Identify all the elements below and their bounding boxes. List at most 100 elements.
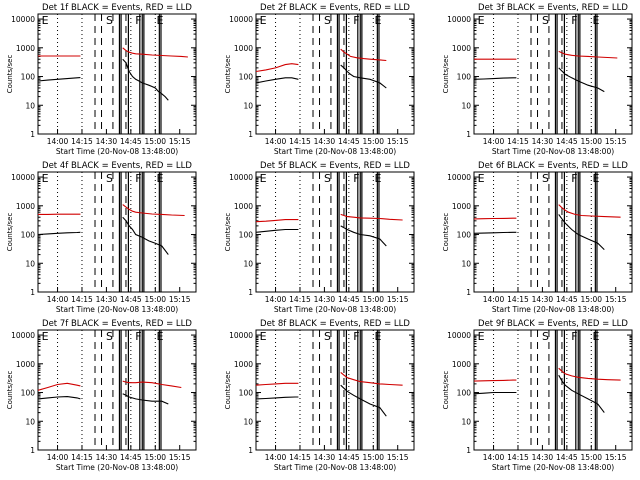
x-tick-label: 14:00: [265, 137, 287, 146]
region-label: F: [135, 14, 141, 27]
x-tick-label: 15:00: [580, 137, 602, 146]
events-series-line: [122, 393, 169, 405]
x-tick-label: 15:00: [580, 453, 602, 462]
region-label: E: [478, 172, 485, 185]
y-tick-label: 100: [239, 231, 254, 240]
region-label: E: [374, 330, 381, 343]
x-axis-title: Start Time (20-Nov-08 13:48:00): [56, 305, 178, 314]
y-tick-label: 1: [30, 288, 35, 297]
region-label: E: [260, 14, 267, 27]
y-tick-label: 1000: [452, 202, 471, 211]
plot-frame: [255, 171, 415, 293]
plot-frame: [473, 329, 633, 451]
y-tick-label: 100: [457, 389, 472, 398]
y-tick-label: 10: [461, 101, 471, 110]
x-tick-label: 15:00: [362, 295, 384, 304]
region-label: F: [135, 172, 141, 185]
lld-series-line: [255, 63, 299, 73]
y-tick-label: 10000: [11, 15, 35, 24]
y-axis-title: Counts/sec: [442, 55, 450, 94]
lld-series-line: [473, 379, 517, 382]
x-tick-label: 15:15: [169, 453, 191, 462]
region-label: S: [324, 330, 331, 343]
lld-series-line: [37, 382, 81, 391]
x-tick-label: 15:00: [362, 453, 384, 462]
lld-series-line: [255, 382, 299, 386]
region-label: F: [571, 172, 577, 185]
x-axis-title: Start Time (20-Nov-08 13:48:00): [56, 147, 178, 156]
x-tick-label: 14:30: [532, 137, 554, 146]
plot-frame: [255, 13, 415, 135]
x-tick-label: 14:30: [314, 137, 336, 146]
y-tick-label: 10000: [447, 173, 471, 182]
region-label: F: [571, 14, 577, 27]
region-label: E: [478, 14, 485, 27]
y-tick-label: 1000: [234, 202, 253, 211]
x-tick-label: 14:15: [289, 453, 311, 462]
region-label: S: [106, 330, 113, 343]
lld-series-line: [340, 213, 403, 221]
x-axis-title: Start Time (20-Nov-08 13:48:00): [56, 463, 178, 472]
x-tick-label: 15:15: [169, 295, 191, 304]
region-label: S: [106, 14, 113, 27]
x-tick-label: 14:00: [483, 137, 505, 146]
x-tick-label: 14:30: [314, 453, 336, 462]
y-axis-title: Counts/sec: [224, 213, 232, 252]
x-tick-label: 14:15: [71, 453, 93, 462]
x-tick-label: 14:45: [120, 453, 142, 462]
y-tick-label: 10000: [229, 15, 253, 24]
region-label: E: [156, 14, 163, 27]
y-tick-label: 10: [461, 417, 471, 426]
x-axis-title: Start Time (20-Nov-08 13:48:00): [274, 305, 396, 314]
y-tick-label: 1: [30, 130, 35, 139]
events-series-line: [37, 231, 81, 236]
region-label: F: [353, 172, 359, 185]
plot-frame: [255, 329, 415, 451]
y-tick-label: 1: [248, 446, 253, 455]
events-series-line: [473, 391, 517, 395]
x-tick-label: 14:45: [338, 295, 360, 304]
y-tick-label: 1: [248, 130, 253, 139]
x-tick-label: 14:00: [265, 295, 287, 304]
x-tick-label: 15:00: [362, 137, 384, 146]
x-tick-label: 14:30: [96, 137, 118, 146]
region-label: F: [353, 330, 359, 343]
x-tick-label: 14:30: [532, 295, 554, 304]
x-tick-label: 15:15: [387, 295, 409, 304]
x-axis-title: Start Time (20-Nov-08 13:48:00): [492, 463, 614, 472]
y-axis-title: Counts/sec: [224, 371, 232, 410]
region-label: S: [542, 172, 549, 185]
region-label: E: [156, 330, 163, 343]
x-tick-label: 14:45: [556, 453, 578, 462]
y-tick-label: 100: [457, 231, 472, 240]
x-tick-label: 15:15: [169, 137, 191, 146]
region-label: E: [260, 330, 267, 343]
x-tick-label: 15:00: [144, 295, 166, 304]
x-tick-label: 15:00: [580, 295, 602, 304]
lld-series-line: [340, 48, 387, 62]
y-tick-label: 10000: [229, 331, 253, 340]
lld-series-line: [122, 204, 185, 217]
lld-series-line: [558, 204, 621, 218]
y-tick-label: 1000: [16, 360, 35, 369]
x-tick-label: 14:30: [532, 453, 554, 462]
x-tick-label: 14:45: [556, 137, 578, 146]
y-tick-label: 1000: [234, 360, 253, 369]
events-series-line: [37, 77, 81, 82]
y-tick-label: 10: [25, 101, 35, 110]
x-tick-label: 14:45: [120, 137, 142, 146]
region-label: S: [324, 172, 331, 185]
region-label: F: [135, 330, 141, 343]
panel-title: Det 3f BLACK = Events, RED = LLD: [478, 3, 628, 13]
y-tick-label: 1000: [16, 202, 35, 211]
y-tick-label: 100: [21, 231, 36, 240]
y-tick-label: 10: [243, 259, 253, 268]
events-series-line: [340, 225, 387, 247]
x-tick-label: 14:30: [96, 453, 118, 462]
panel-title: Det 6f BLACK = Events, RED = LLD: [478, 161, 628, 171]
y-tick-label: 10: [25, 259, 35, 268]
x-tick-label: 14:30: [314, 295, 336, 304]
